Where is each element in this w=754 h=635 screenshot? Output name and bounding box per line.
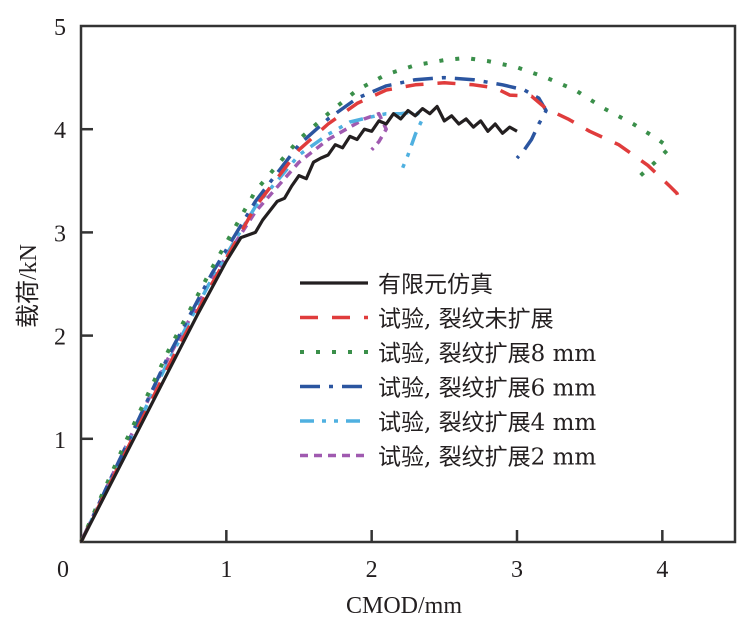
series-line-0 [79, 104, 518, 543]
legend-label: 有限元仿真 [378, 272, 493, 298]
series-line-1 [79, 81, 682, 543]
legend-label: 试验, 裂纹扩展6 mm [378, 376, 596, 402]
legend-label: 试验, 裂纹未扩展 [378, 307, 554, 333]
x-tick-label: 1 [220, 557, 232, 583]
series-line-4 [79, 109, 425, 543]
series-line-5 [79, 111, 388, 543]
y-tick-label: 5 [54, 15, 66, 41]
series-line-3 [79, 75, 548, 543]
x-tick-label: 2 [366, 557, 378, 583]
y-tick-label: 3 [54, 221, 66, 247]
axes [79, 24, 737, 544]
series-group [79, 56, 682, 543]
y-tick-label: 4 [54, 118, 66, 144]
legend-label: 试验, 裂纹扩展8 mm [378, 341, 596, 367]
legend-label: 试验, 裂纹扩展4 mm [378, 410, 596, 436]
y-tick-label: 2 [54, 325, 66, 351]
y-axis-label: 载荷/kN [15, 244, 42, 328]
y-axis-ticks: 1 2 3 4 5 [54, 15, 93, 454]
plot-frame [79, 24, 737, 544]
x-tick-label: 3 [511, 557, 523, 583]
x-axis-ticks: 0 1 2 3 4 [57, 530, 668, 583]
y-tick-label: 1 [54, 428, 66, 454]
x-tick-label: 4 [656, 557, 668, 583]
x-axis-label: CMOD/mm [346, 593, 462, 619]
x-tick-label: 0 [57, 557, 69, 583]
legend-label: 试验, 裂纹扩展2 mm [378, 445, 596, 471]
